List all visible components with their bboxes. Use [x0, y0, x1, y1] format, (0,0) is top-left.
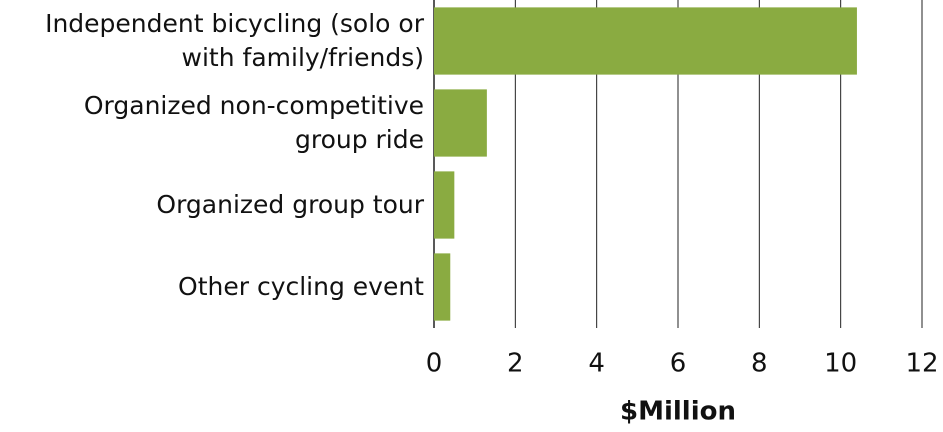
x-tick-label: 8 [751, 349, 768, 379]
x-tick-label: 4 [588, 349, 605, 379]
y-tick-label: Other cycling event [178, 272, 424, 301]
x-tick-label: 2 [507, 349, 524, 379]
bar [434, 253, 451, 321]
y-tick-label: Independent bicycling (solo or with fami… [45, 9, 424, 72]
x-tick-label: 12 [905, 349, 938, 379]
y-tick-label: Organized group tour [156, 190, 424, 219]
x-axis-title: $Million [620, 397, 736, 427]
bar [434, 7, 857, 75]
bar [434, 89, 487, 157]
y-tick-label: Organized non-competitive group ride [83, 91, 424, 154]
x-tick-label: 0 [426, 349, 443, 379]
bar [434, 171, 455, 239]
x-tick-label: 10 [824, 349, 857, 379]
x-tick-label: 6 [670, 349, 687, 379]
